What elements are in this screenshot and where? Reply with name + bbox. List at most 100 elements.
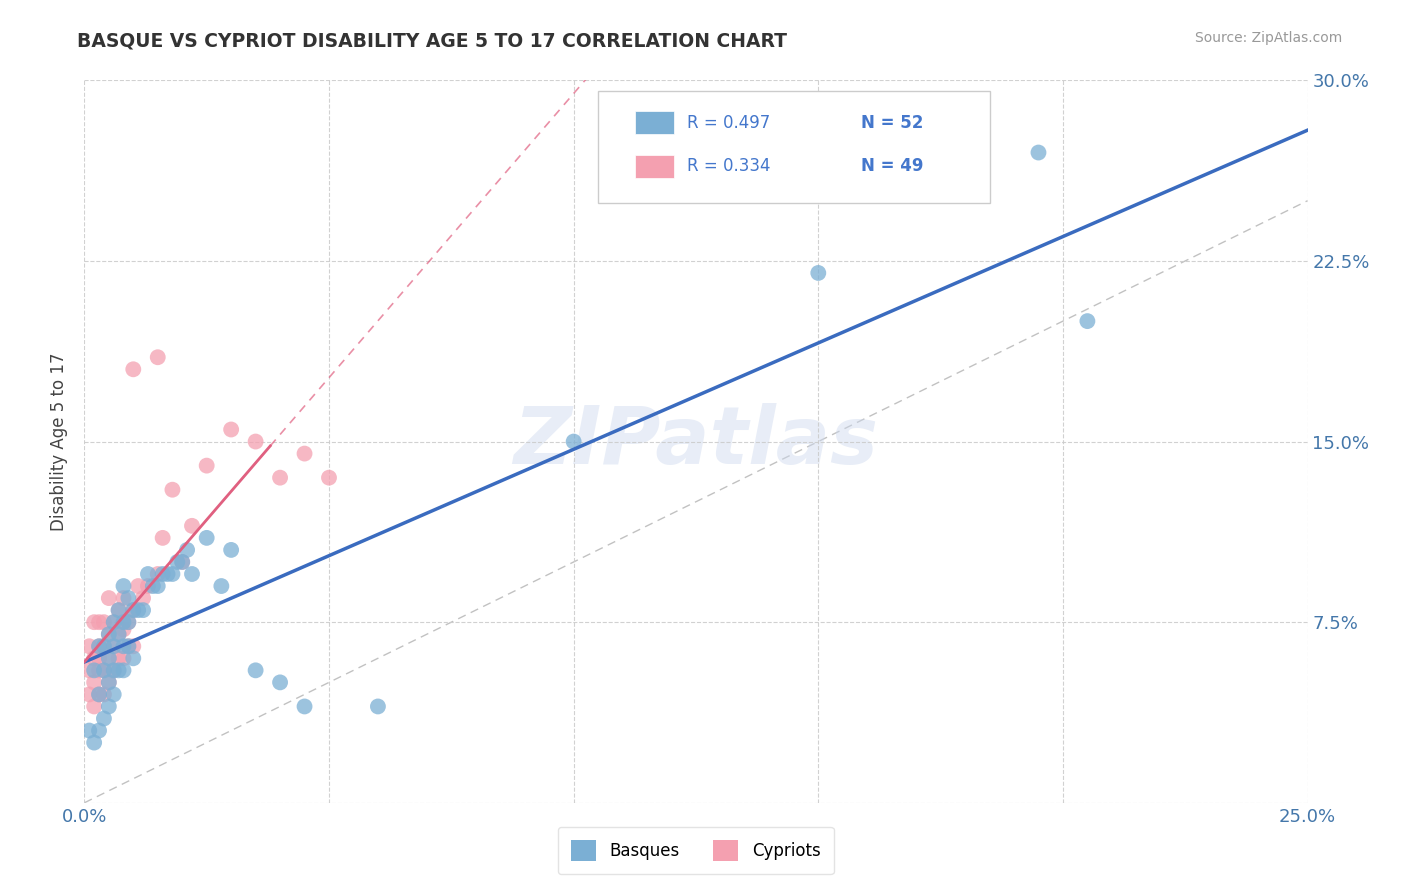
Point bbox=[107, 603, 129, 617]
Point bbox=[83, 735, 105, 749]
Point bbox=[117, 615, 139, 630]
Point bbox=[87, 664, 110, 678]
Point bbox=[93, 639, 115, 653]
Point bbox=[162, 483, 184, 497]
Point bbox=[172, 555, 194, 569]
Point bbox=[209, 579, 232, 593]
Point bbox=[83, 699, 105, 714]
Point bbox=[77, 687, 100, 701]
Point bbox=[87, 723, 110, 738]
Point bbox=[219, 542, 242, 557]
Point bbox=[112, 623, 135, 637]
Point bbox=[117, 591, 139, 605]
Point bbox=[112, 639, 135, 653]
Point bbox=[122, 603, 145, 617]
Point bbox=[93, 639, 115, 653]
Point bbox=[269, 470, 291, 484]
Point bbox=[87, 639, 110, 653]
Point bbox=[93, 664, 115, 678]
Point bbox=[87, 687, 110, 701]
Y-axis label: Disability Age 5 to 17: Disability Age 5 to 17 bbox=[51, 352, 69, 531]
Point bbox=[132, 603, 155, 617]
Point bbox=[176, 542, 198, 557]
Point bbox=[117, 615, 139, 630]
Point bbox=[103, 639, 125, 653]
Point bbox=[269, 675, 291, 690]
Point bbox=[97, 675, 120, 690]
Legend: Basques, Cypriots: Basques, Cypriots bbox=[558, 827, 834, 874]
Point bbox=[103, 639, 125, 653]
Point bbox=[112, 615, 135, 630]
Point bbox=[103, 664, 125, 678]
Point bbox=[112, 664, 135, 678]
Point bbox=[122, 362, 145, 376]
Point bbox=[97, 627, 120, 641]
Text: N = 52: N = 52 bbox=[860, 114, 924, 132]
Point bbox=[132, 591, 155, 605]
Point bbox=[807, 266, 830, 280]
Point bbox=[166, 555, 188, 569]
FancyBboxPatch shape bbox=[598, 91, 990, 203]
Point bbox=[152, 531, 174, 545]
Point bbox=[77, 723, 100, 738]
Point bbox=[97, 699, 120, 714]
Point bbox=[87, 651, 110, 665]
Bar bbox=[636, 154, 673, 178]
Point bbox=[97, 651, 120, 665]
Point bbox=[562, 434, 585, 449]
Point bbox=[97, 675, 120, 690]
Point bbox=[112, 579, 135, 593]
Point bbox=[103, 615, 125, 630]
Point bbox=[107, 627, 129, 641]
Point bbox=[93, 615, 115, 630]
Point bbox=[117, 639, 139, 653]
Point bbox=[142, 579, 165, 593]
Point bbox=[87, 639, 110, 653]
Point bbox=[1076, 314, 1098, 328]
Point bbox=[97, 591, 120, 605]
Point bbox=[146, 350, 169, 364]
Text: BASQUE VS CYPRIOT DISABILITY AGE 5 TO 17 CORRELATION CHART: BASQUE VS CYPRIOT DISABILITY AGE 5 TO 17… bbox=[77, 31, 787, 50]
Point bbox=[245, 434, 267, 449]
Point bbox=[136, 567, 159, 582]
Point bbox=[117, 639, 139, 653]
Point bbox=[87, 615, 110, 630]
Point bbox=[83, 675, 105, 690]
Point bbox=[103, 664, 125, 678]
Point bbox=[107, 603, 129, 617]
Point bbox=[136, 579, 159, 593]
Point bbox=[112, 591, 135, 605]
Point bbox=[122, 651, 145, 665]
Point bbox=[294, 446, 316, 460]
Point bbox=[146, 579, 169, 593]
Point bbox=[195, 458, 218, 473]
Point bbox=[93, 687, 115, 701]
Text: ZIPatlas: ZIPatlas bbox=[513, 402, 879, 481]
Point bbox=[103, 615, 125, 630]
Point bbox=[294, 699, 316, 714]
Point bbox=[103, 687, 125, 701]
Bar bbox=[636, 112, 673, 135]
Point bbox=[127, 579, 149, 593]
Point bbox=[122, 603, 145, 617]
Point bbox=[77, 639, 100, 653]
Point bbox=[107, 627, 129, 641]
Point bbox=[83, 615, 105, 630]
Point bbox=[97, 627, 120, 641]
Text: R = 0.497: R = 0.497 bbox=[688, 114, 770, 132]
Point bbox=[146, 567, 169, 582]
Point bbox=[162, 567, 184, 582]
Point bbox=[122, 639, 145, 653]
Point bbox=[83, 664, 105, 678]
Point bbox=[93, 712, 115, 726]
Point bbox=[219, 422, 242, 436]
Point bbox=[367, 699, 389, 714]
Point bbox=[195, 531, 218, 545]
Point bbox=[87, 687, 110, 701]
Point bbox=[181, 518, 204, 533]
Point bbox=[83, 651, 105, 665]
Text: Source: ZipAtlas.com: Source: ZipAtlas.com bbox=[1195, 31, 1343, 45]
Point bbox=[156, 567, 179, 582]
Point bbox=[318, 470, 340, 484]
Point bbox=[1028, 145, 1050, 160]
